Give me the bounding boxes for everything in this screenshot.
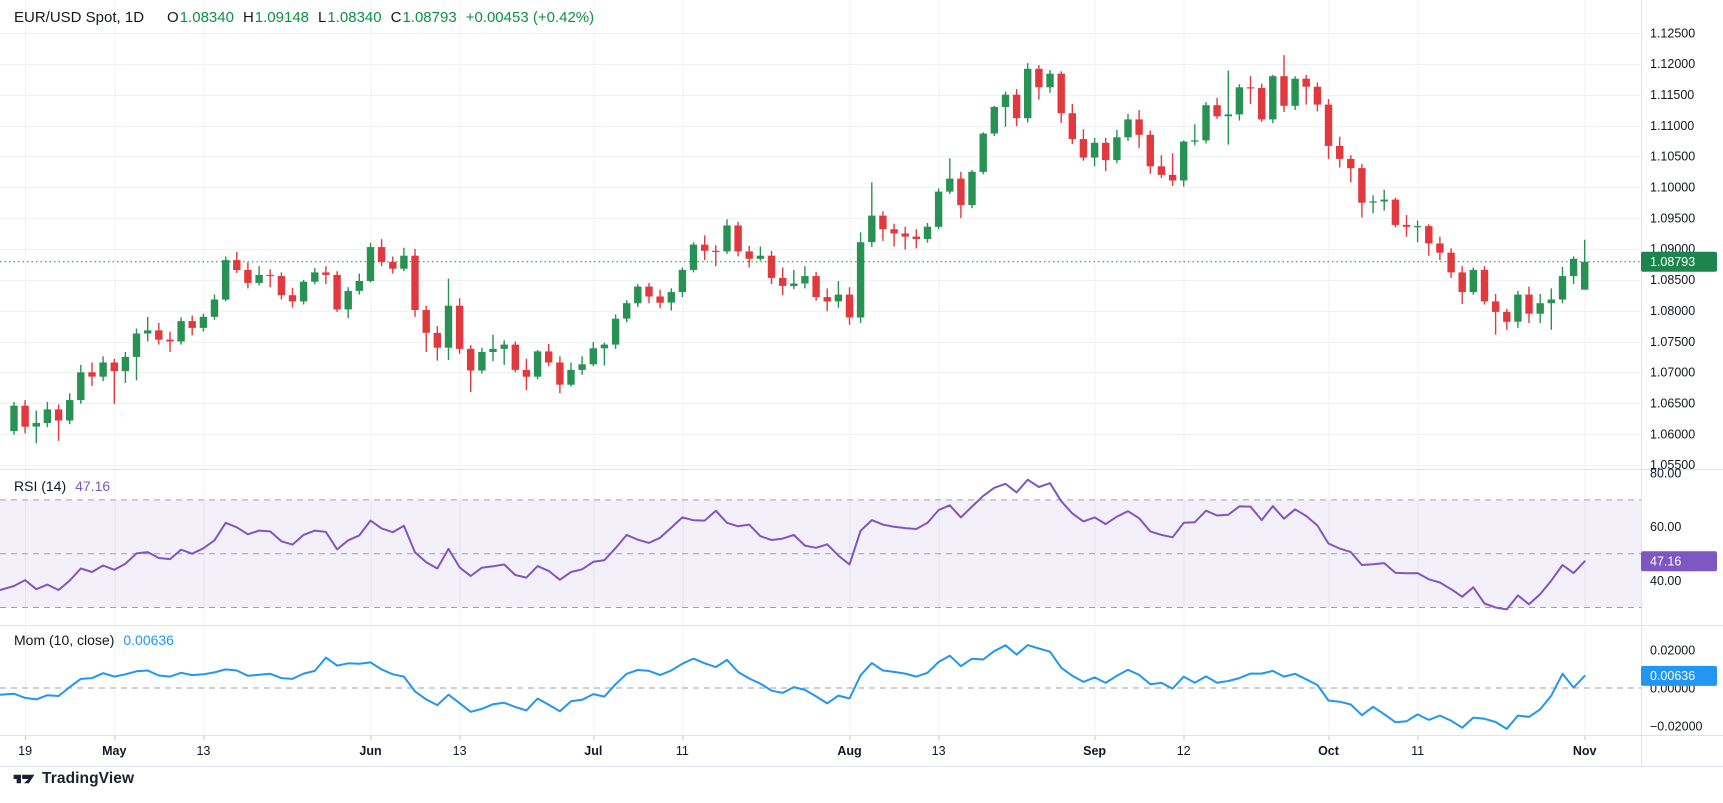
time-axis[interactable]: 19 May 13 Jun 13 Jul 11 Aug 13 Sep 12 Oct 11 Nov bbox=[18, 736, 1597, 758]
time-axis-label: May bbox=[102, 744, 126, 758]
candlestick-series[interactable] bbox=[10, 55, 1589, 444]
price-tick-label: 1.11500 bbox=[1650, 88, 1694, 102]
price-tick-label: 1.07500 bbox=[1650, 335, 1695, 349]
price-tick-label: 1.10000 bbox=[1650, 181, 1695, 195]
price-tick-label: 1.12500 bbox=[1650, 26, 1695, 40]
change-value: +0.00453 (+0.42%) bbox=[465, 9, 595, 26]
time-axis-label: Aug bbox=[837, 744, 861, 758]
price-tick-label: 1.11000 bbox=[1650, 119, 1694, 133]
close-label: C bbox=[390, 9, 402, 26]
svg-text:1.08793: 1.08793 bbox=[1650, 255, 1695, 269]
time-axis-label: Nov bbox=[1573, 744, 1597, 758]
time-axis-label: Oct bbox=[1318, 744, 1340, 758]
open-label: O bbox=[167, 9, 179, 26]
time-axis-label: 11 bbox=[1411, 744, 1424, 758]
rsi-legend: RSI (14) 47.16 bbox=[14, 478, 110, 494]
mom-indicator-name[interactable]: Mom (10, close) bbox=[14, 632, 115, 648]
rsi-indicator-value: 47.16 bbox=[75, 478, 111, 494]
time-axis-label: 13 bbox=[453, 744, 467, 758]
close-value: 1.08793 bbox=[402, 9, 457, 26]
footer: TradingView bbox=[13, 770, 134, 788]
time-axis-label: 11 bbox=[676, 744, 689, 758]
tradingview-brand[interactable]: TradingView bbox=[42, 770, 135, 787]
rsi-axis[interactable]: 80.00 60.00 40.00 bbox=[1650, 466, 1681, 588]
time-axis-label: 19 bbox=[18, 744, 32, 758]
rsi-tick-label: 80.00 bbox=[1650, 466, 1681, 480]
rsi-indicator-name[interactable]: RSI (14) bbox=[14, 478, 67, 494]
mom-indicator-value: 0.00636 bbox=[123, 632, 174, 648]
high-label: H bbox=[242, 9, 254, 26]
low-value: 1.08340 bbox=[327, 9, 382, 26]
time-axis-label: Sep bbox=[1083, 744, 1106, 758]
rsi-line[interactable] bbox=[0, 478, 1586, 611]
time-axis-label: Jun bbox=[359, 744, 381, 758]
symbol-legend: EUR/USD Spot, 1D O1.08340 H1.09148 L1.08340… bbox=[14, 9, 594, 26]
svg-text:0.00636: 0.00636 bbox=[1650, 669, 1695, 683]
rsi-band bbox=[0, 499, 1641, 608]
price-tick-label: 1.09500 bbox=[1650, 211, 1695, 225]
price-tick-label: 1.10500 bbox=[1650, 150, 1695, 164]
symbol-title[interactable]: EUR/USD Spot, 1D bbox=[14, 9, 145, 26]
price-tick-label: 1.06500 bbox=[1650, 397, 1695, 411]
time-axis-label: Jul bbox=[584, 744, 602, 758]
svg-text:47.16: 47.16 bbox=[1650, 555, 1681, 569]
price-axis[interactable]: 1.12500 1.12000 1.11500 1.11000 1.10500 1.100… bbox=[1650, 26, 1695, 472]
time-axis-label: 13 bbox=[196, 744, 210, 758]
mom-legend: Mom (10, close) 0.00636 bbox=[14, 632, 174, 648]
price-tick-label: 1.08500 bbox=[1650, 273, 1695, 287]
last-price-badge: 1.08793 bbox=[1641, 251, 1717, 272]
tradingview-logo-icon[interactable] bbox=[13, 770, 35, 788]
time-axis-label: 13 bbox=[932, 744, 946, 758]
price-tick-label: 1.12000 bbox=[1650, 57, 1695, 71]
rsi-tick-label: 40.00 bbox=[1650, 574, 1681, 588]
high-value: 1.09148 bbox=[254, 9, 310, 26]
price-tick-label: 1.08000 bbox=[1650, 304, 1695, 318]
low-label: L bbox=[318, 9, 327, 26]
gridlines bbox=[0, 0, 1641, 735]
rsi-tick-label: 60.00 bbox=[1650, 520, 1681, 534]
mom-tick-label: −0.02000 bbox=[1650, 719, 1703, 733]
mom-tick-label: 0.02000 bbox=[1650, 643, 1695, 657]
rsi-value-badge: 47.16 bbox=[1641, 551, 1717, 572]
time-axis-label: 12 bbox=[1177, 744, 1191, 758]
open-value: 1.08340 bbox=[179, 9, 234, 26]
price-tick-label: 1.06000 bbox=[1650, 427, 1695, 441]
price-tick-label: 1.07000 bbox=[1650, 366, 1695, 380]
price-tick-label: 1.05500 bbox=[1650, 458, 1695, 472]
panel-separators bbox=[0, 0, 1723, 767]
momentum-line[interactable] bbox=[0, 644, 1586, 730]
mom-value-badge: 0.00636 bbox=[1641, 665, 1717, 686]
